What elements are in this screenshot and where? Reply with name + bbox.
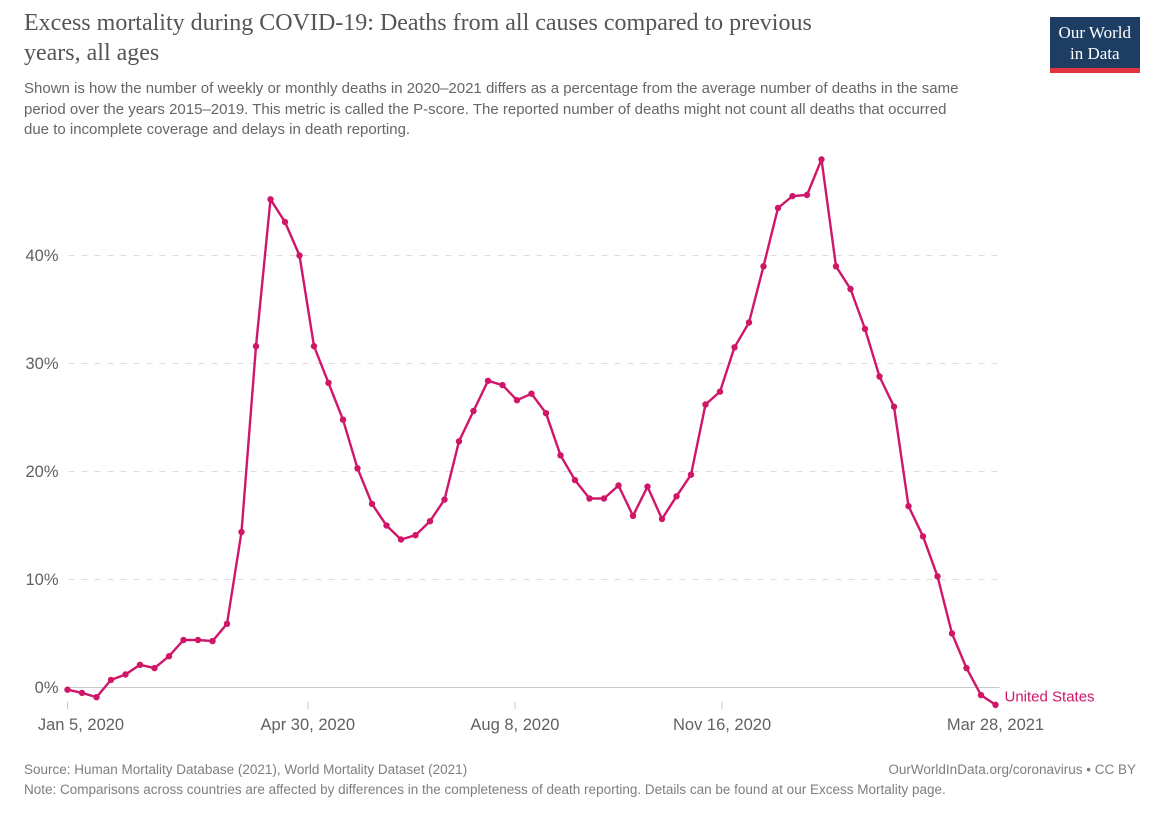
footer-notes: Source: Human Mortality Database (2021),…: [24, 760, 946, 799]
data-point: [876, 373, 883, 380]
data-point: [252, 343, 260, 350]
data-point: [615, 482, 622, 489]
y-tick-label: 40%: [25, 247, 58, 265]
data-point: [586, 495, 593, 502]
data-point: [803, 191, 811, 199]
data-point: [93, 694, 100, 701]
data-point: [513, 397, 521, 404]
data-point: [702, 401, 709, 408]
data-point: [194, 636, 202, 644]
data-point: [992, 701, 999, 708]
y-tick-label: 0%: [35, 679, 59, 697]
data-point: [760, 263, 767, 270]
subtitle-line: Shown is how the number of weekly or mon…: [24, 80, 959, 97]
x-tick-label: Apr 30, 2020: [261, 716, 356, 734]
data-point: [571, 476, 579, 484]
data-point: [890, 403, 898, 410]
data-point: [658, 515, 666, 523]
data-point: [499, 381, 506, 389]
attribution: OurWorldInData.org/coronavirus • CC BY: [888, 762, 1136, 777]
title-line: years, all ages: [24, 40, 160, 66]
subtitle-line: period over the years 2015–2019. This me…: [24, 100, 947, 118]
data-point: [542, 410, 550, 417]
data-point: [919, 533, 927, 540]
data-point: [151, 664, 158, 672]
data-point: [238, 528, 245, 536]
data-point: [557, 452, 564, 459]
data-point: [325, 379, 332, 387]
data-point: [629, 512, 637, 519]
data-point: [687, 471, 695, 478]
data-point: [470, 407, 477, 415]
data-point: [310, 343, 318, 350]
data-point: [600, 495, 608, 502]
x-tick-label: Nov 16, 2020: [673, 716, 771, 734]
data-point: [731, 344, 738, 351]
data-point: [528, 390, 535, 397]
data-point: [426, 518, 434, 525]
data-point: [644, 483, 651, 490]
data-point: [209, 637, 216, 645]
data-point: [847, 285, 854, 293]
chart-subtitle: Shown is how the number of weekly or mon…: [24, 79, 1124, 141]
data-point: [354, 465, 361, 472]
data-point: [267, 196, 274, 203]
data-point: [383, 522, 390, 529]
data-point: [78, 689, 86, 697]
x-tick-label: Jan 5, 2020: [38, 716, 124, 734]
data-point: [296, 252, 303, 259]
data-point: [789, 192, 796, 200]
data-point: [963, 664, 970, 672]
data-point: [136, 661, 144, 668]
data-point: [455, 438, 463, 445]
data-point: [832, 263, 840, 270]
data-point: [165, 653, 173, 660]
data-point: [64, 686, 71, 693]
y-tick-label: 20%: [25, 463, 58, 481]
data-point: [818, 156, 825, 163]
data-point: [281, 218, 289, 226]
owid-logo-line: Our World: [1058, 23, 1131, 42]
data-point: [774, 204, 782, 212]
series-end-label: United States: [1005, 688, 1095, 705]
y-tick-label: 30%: [25, 355, 58, 373]
data-point: [107, 676, 115, 684]
owid-logo-line: in Data: [1069, 44, 1120, 63]
data-point: [122, 671, 129, 678]
data-point: [716, 388, 724, 395]
data-point: [441, 496, 448, 503]
x-tick-label: Aug 8, 2020: [470, 716, 559, 734]
data-point: [223, 620, 231, 627]
data-point: [412, 532, 419, 539]
subtitle-line: due to incomplete coverage and delays in…: [24, 121, 411, 138]
source-note: Source: Human Mortality Database (2021),…: [24, 762, 468, 777]
completeness-note: Note: Comparisons across countries are a…: [24, 781, 946, 797]
title-line: Excess mortality during COVID-19: Deaths…: [24, 10, 812, 36]
data-point: [673, 493, 680, 500]
data-point: [484, 377, 492, 384]
data-point: [977, 691, 985, 699]
data-point: [745, 319, 753, 326]
data-point: [934, 573, 941, 580]
y-tick-label: 10%: [25, 571, 58, 589]
data-point: [948, 630, 956, 637]
owid-logo: Our World in Data: [1049, 17, 1140, 73]
data-point: [397, 536, 405, 543]
data-point: [180, 636, 187, 644]
data-point: [368, 500, 376, 508]
data-point: [905, 502, 912, 510]
x-tick-label: Mar 28, 2021: [947, 716, 1044, 734]
page-title: Excess mortality during COVID-19: Deaths…: [24, 8, 1054, 68]
series-line: [66, 158, 997, 706]
data-point: [339, 416, 347, 423]
data-point: [861, 325, 869, 333]
